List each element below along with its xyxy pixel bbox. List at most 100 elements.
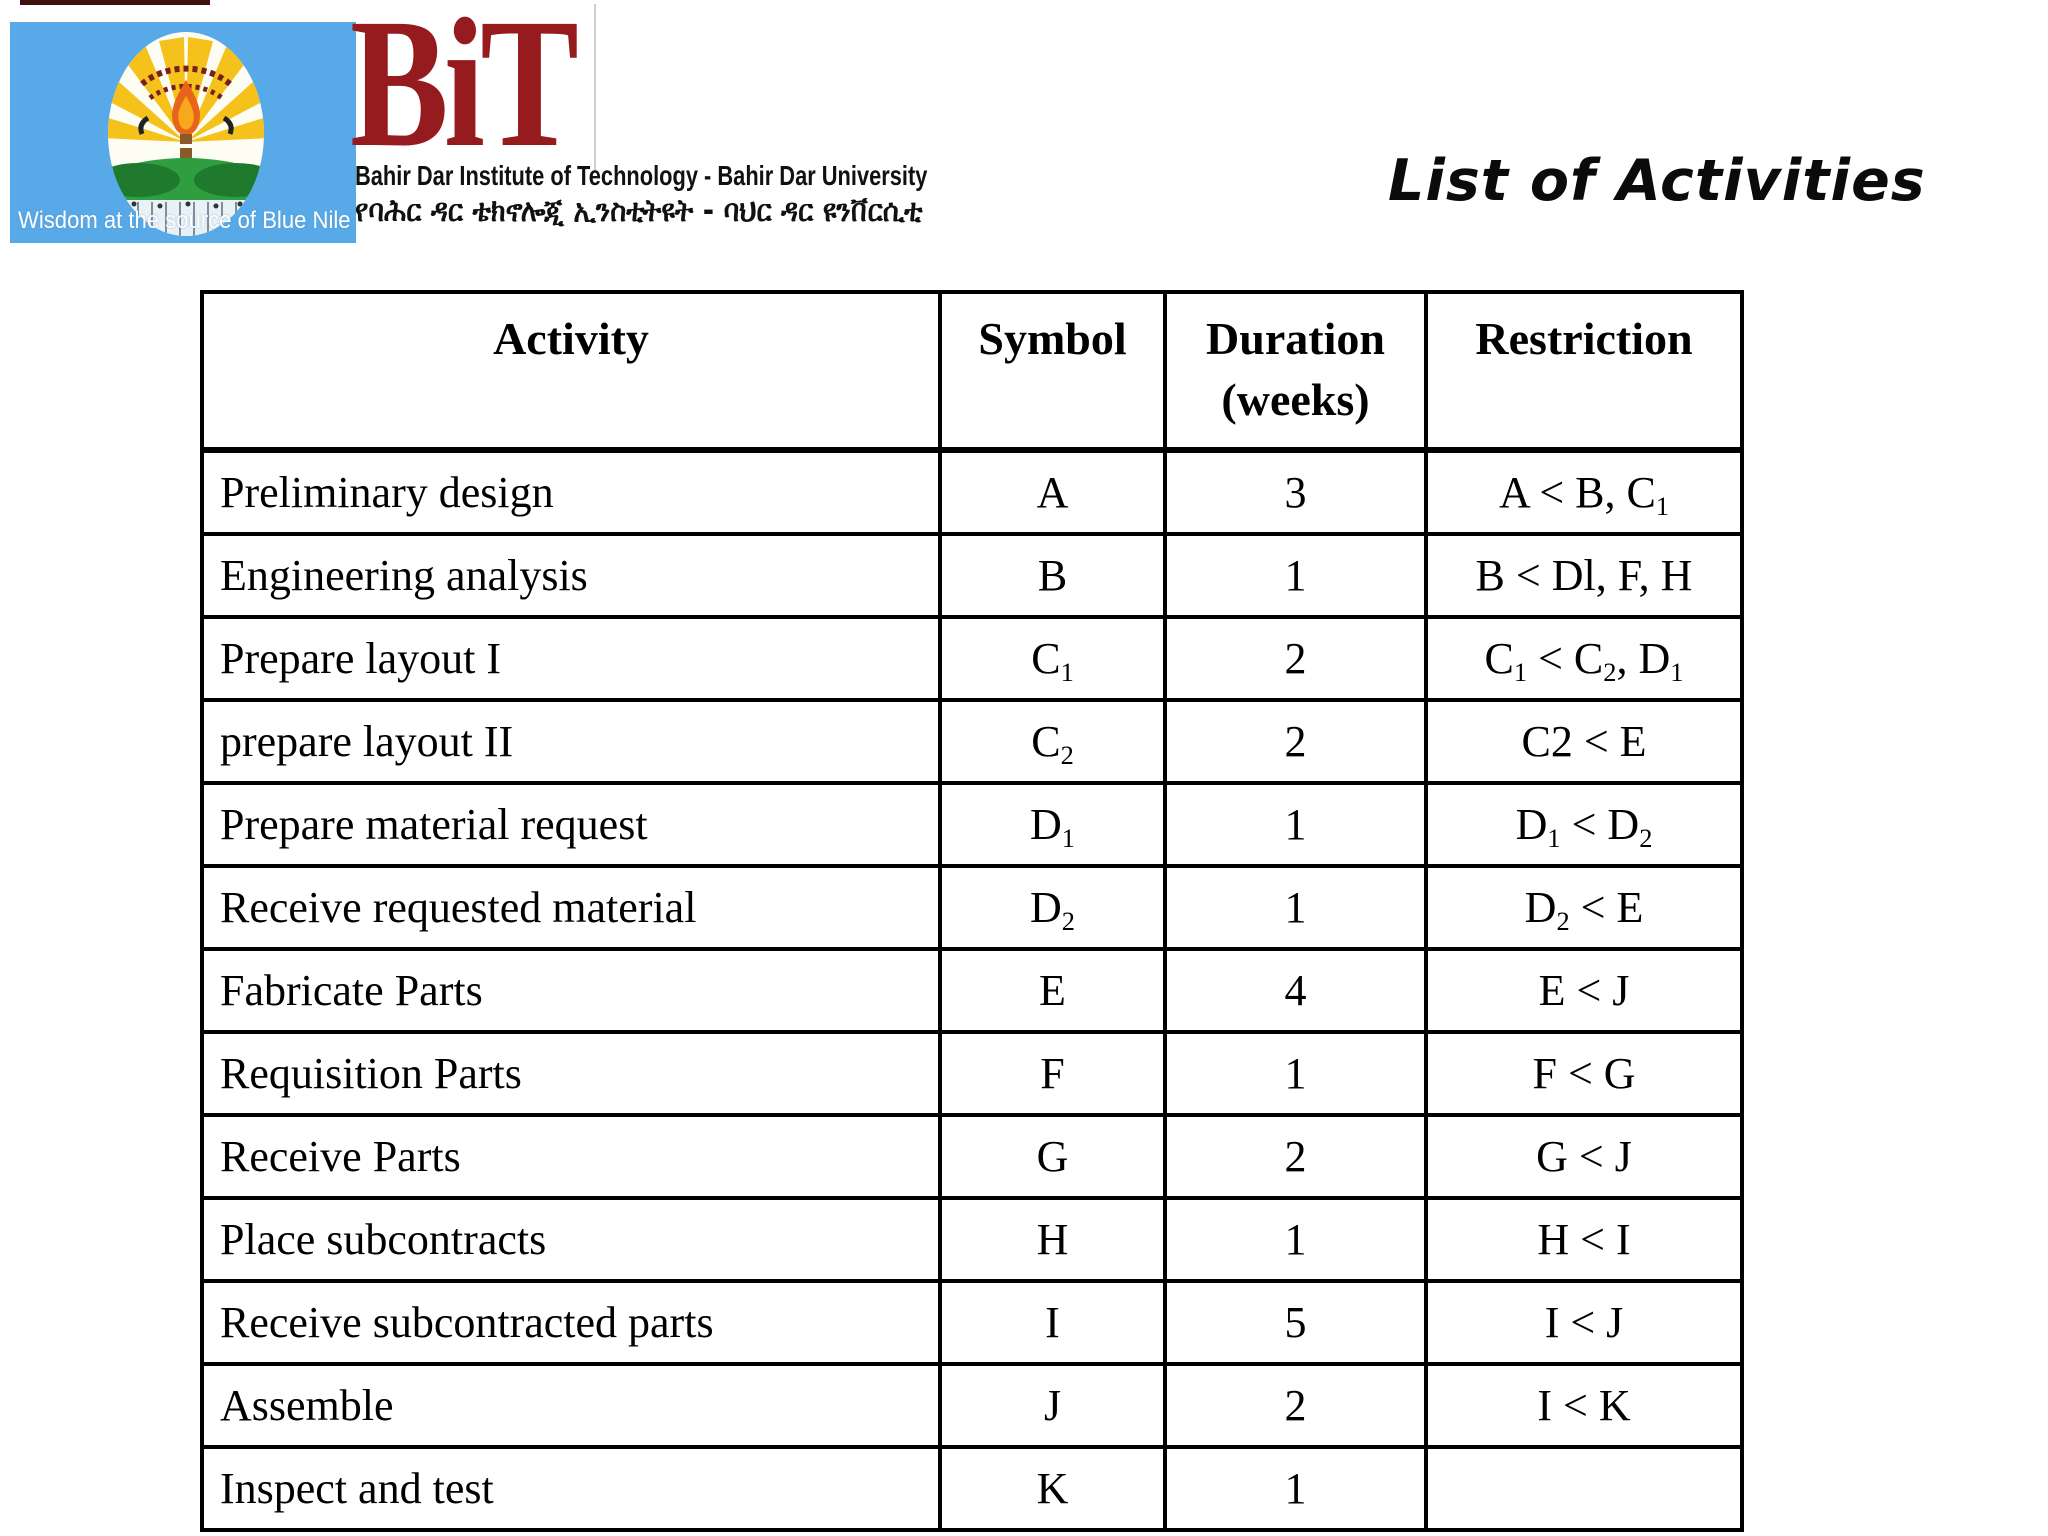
table-row: Fabricate Parts E 4 E < J xyxy=(200,947,1744,1034)
text-segment: D xyxy=(1515,800,1548,849)
cell-duration: 1 xyxy=(1163,1196,1428,1283)
subscript: 2 xyxy=(1603,656,1617,687)
cell-restriction: A < B, C1 xyxy=(1424,448,1744,536)
cell-symbol: K xyxy=(938,1445,1167,1532)
text-segment: A xyxy=(1036,468,1069,517)
page-title: List of Activities xyxy=(1388,148,1926,214)
cell-symbol: I xyxy=(938,1279,1167,1366)
cell-activity: Engineering analysis xyxy=(200,532,942,619)
cell-symbol: C1 xyxy=(938,615,1167,702)
column-header-symbol: Symbol xyxy=(938,290,1167,453)
cell-symbol: D2 xyxy=(938,864,1167,951)
activities-table: Activity Symbol Duration (weeks) Restric… xyxy=(200,290,1744,1532)
cell-activity: Preliminary design xyxy=(200,448,942,536)
cell-duration: 5 xyxy=(1163,1279,1428,1366)
seal-arc-text-lower xyxy=(148,83,224,101)
cell-restriction: H < I xyxy=(1424,1196,1744,1283)
column-header-duration: Duration (weeks) xyxy=(1163,290,1428,453)
university-seal-icon xyxy=(108,32,264,236)
text-segment: C xyxy=(1031,634,1061,683)
duration-unit-label: (weeks) xyxy=(1221,374,1370,425)
cell-duration: 2 xyxy=(1163,698,1428,785)
cell-symbol: J xyxy=(938,1362,1167,1449)
logo-motto: Wisdom at the source of Blue Nile xyxy=(18,207,351,234)
table-row: Place subcontracts H 1 H < I xyxy=(200,1196,1744,1283)
seal-wing-right xyxy=(222,115,234,135)
table-row: Receive Parts G 2 G < J xyxy=(200,1113,1744,1200)
institute-name-english: Bahir Dar Institute of Technology - Bahi… xyxy=(355,160,928,191)
text-segment: D xyxy=(1030,883,1062,932)
cell-duration: 1 xyxy=(1163,1445,1428,1532)
cell-restriction: C1 < C2, D1 xyxy=(1424,615,1744,702)
column-header-restriction: Restriction xyxy=(1424,290,1744,453)
header-row: Activity Symbol Duration (weeks) Restric… xyxy=(200,290,1744,453)
text-segment: E < J xyxy=(1538,966,1630,1015)
text-segment: < D xyxy=(1560,800,1640,849)
subscript: 1 xyxy=(1060,656,1074,687)
activities-table-body: Preliminary design A 3 A < B, C1 Engineering… xyxy=(200,448,1744,1532)
cell-duration: 2 xyxy=(1163,1362,1428,1449)
subscript: 2 xyxy=(1556,905,1570,936)
text-segment: C xyxy=(1484,634,1514,683)
text-segment: D xyxy=(1524,883,1557,932)
text-segment: I xyxy=(1045,1298,1060,1347)
cell-symbol: B xyxy=(938,532,1167,619)
text-segment: J xyxy=(1043,1381,1062,1430)
subscript: 2 xyxy=(1060,739,1074,770)
cell-symbol: H xyxy=(938,1196,1167,1283)
cell-activity: prepare layout II xyxy=(200,698,942,785)
table-row: Engineering analysis B 1 B < Dl, F, H xyxy=(200,532,1744,619)
table-row: Prepare material request D1 1 D1 < D2 xyxy=(200,781,1744,868)
text-segment: F xyxy=(1040,1049,1065,1098)
subscript: 2 xyxy=(1639,822,1653,853)
green-field xyxy=(108,158,264,230)
cell-symbol: A xyxy=(938,448,1167,536)
table-row: Receive subcontracted parts I 5 I < J xyxy=(200,1279,1744,1366)
cell-symbol: D1 xyxy=(938,781,1167,868)
cell-duration: 1 xyxy=(1163,1030,1428,1117)
text-segment: < E xyxy=(1569,883,1644,932)
table-row: Preliminary design A 3 A < B, C1 xyxy=(200,448,1744,536)
text-segment: F < G xyxy=(1532,1049,1636,1098)
column-header-activity: Activity xyxy=(200,290,942,453)
cell-restriction: I < J xyxy=(1424,1279,1744,1366)
cell-restriction: I < K xyxy=(1424,1362,1744,1449)
cell-symbol: C2 xyxy=(938,698,1167,785)
table-row: Requisition Parts F 1 F < G xyxy=(200,1030,1744,1117)
cell-symbol: E xyxy=(938,947,1167,1034)
cell-restriction: F < G xyxy=(1424,1030,1744,1117)
subscript: 1 xyxy=(1670,656,1684,687)
table-row: Prepare layout I C1 2 C1 < C2, D1 xyxy=(200,615,1744,702)
cell-restriction: C2 < E xyxy=(1424,698,1744,785)
text-segment: B < Dl, F, H xyxy=(1475,551,1693,600)
cell-activity: Requisition Parts xyxy=(200,1030,942,1117)
university-logo: Wisdom at the source of Blue Nile xyxy=(10,22,356,243)
cell-duration: 1 xyxy=(1163,532,1428,619)
cell-activity: Receive subcontracted parts xyxy=(200,1279,942,1366)
text-segment: H xyxy=(1036,1215,1069,1264)
table-row: Inspect and test K 1 xyxy=(200,1445,1744,1532)
cell-duration: 4 xyxy=(1163,947,1428,1034)
cell-restriction: D2 < E xyxy=(1424,864,1744,951)
table-row: Assemble J 2 I < K xyxy=(200,1362,1744,1449)
text-segment: K xyxy=(1036,1464,1069,1513)
text-segment: B xyxy=(1037,551,1068,600)
cell-restriction: G < J xyxy=(1424,1113,1744,1200)
text-segment: A < B, C xyxy=(1498,468,1656,517)
text-segment: H < I xyxy=(1537,1215,1631,1264)
text-segment: D xyxy=(1030,800,1062,849)
text-segment: I < J xyxy=(1544,1298,1624,1347)
text-segment: G xyxy=(1036,1132,1069,1181)
text-segment: G < J xyxy=(1536,1132,1632,1181)
subscript: 1 xyxy=(1061,822,1075,853)
subscript: 1 xyxy=(1547,822,1561,853)
cell-duration: 1 xyxy=(1163,781,1428,868)
cell-activity: Receive Parts xyxy=(200,1113,942,1200)
cell-activity: Prepare material request xyxy=(200,781,942,868)
logo-edge-divider xyxy=(594,4,596,172)
text-segment: , D xyxy=(1616,634,1671,683)
duration-label: Duration xyxy=(1206,313,1385,364)
seal-arc-text-upper xyxy=(140,65,232,87)
cell-activity: Inspect and test xyxy=(200,1445,942,1532)
cell-duration: 2 xyxy=(1163,615,1428,702)
